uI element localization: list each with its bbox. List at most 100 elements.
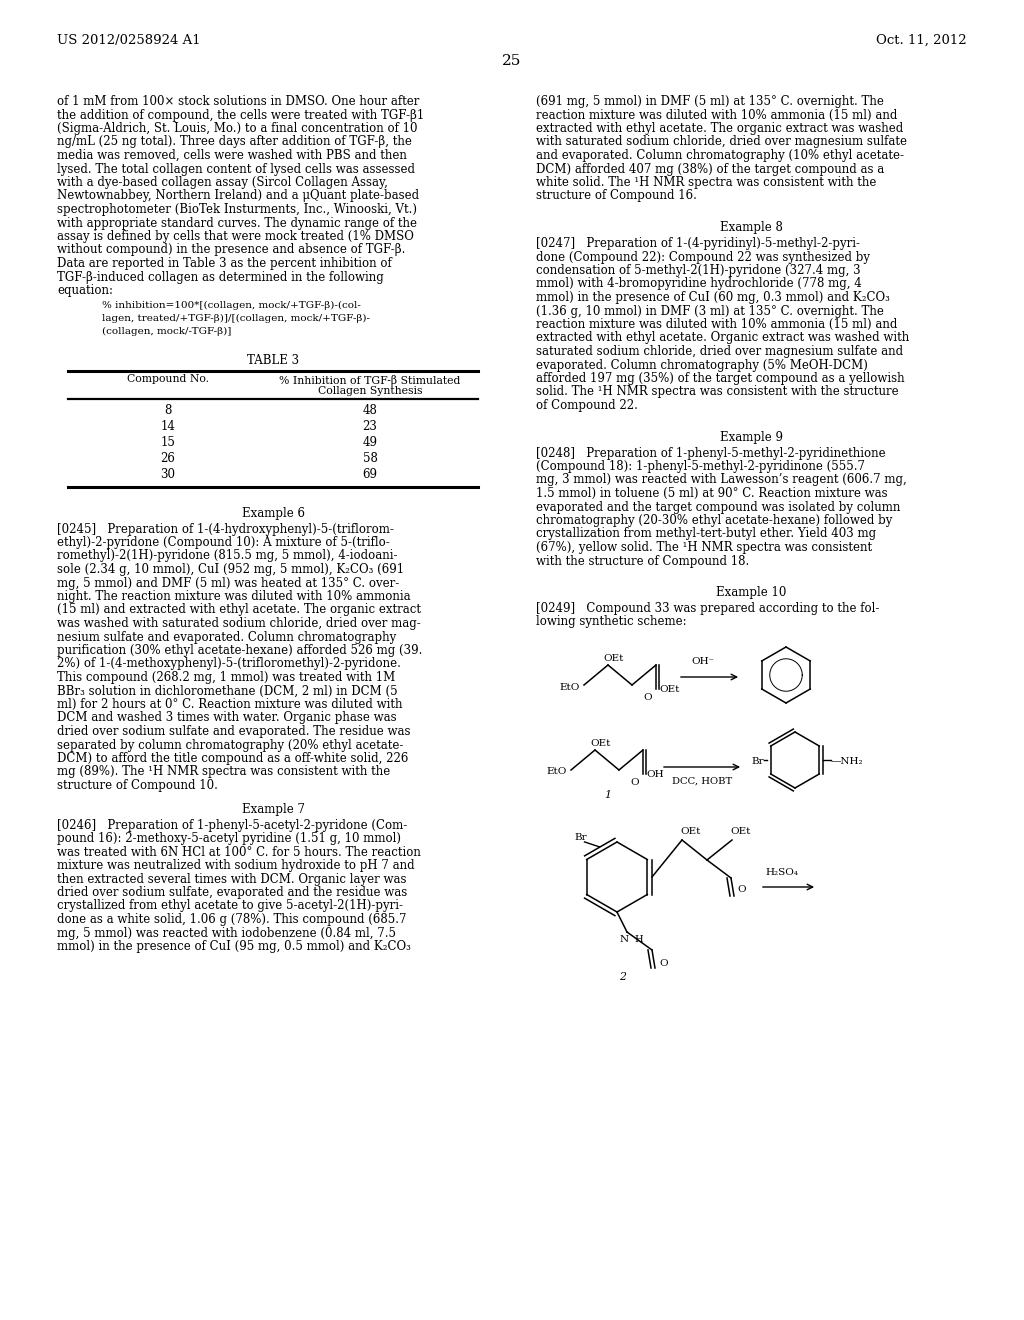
Text: H₂SO₄: H₂SO₄ [766,869,799,876]
Text: 30: 30 [161,467,175,480]
Text: Oct. 11, 2012: Oct. 11, 2012 [877,34,967,48]
Text: Example 10: Example 10 [717,586,786,599]
Text: (15 ml) and extracted with ethyl acetate. The organic extract: (15 ml) and extracted with ethyl acetate… [57,603,421,616]
Text: % Inhibition of TGF-β Stimulated: % Inhibition of TGF-β Stimulated [280,375,461,385]
Text: mg, 5 mmol) and DMF (5 ml) was heated at 135° C. over-: mg, 5 mmol) and DMF (5 ml) was heated at… [57,577,399,590]
Text: without compound) in the presence and absence of TGF-β.: without compound) in the presence and ab… [57,243,406,256]
Text: DCM) afforded 407 mg (38%) of the target compound as a: DCM) afforded 407 mg (38%) of the target… [536,162,885,176]
Text: done as a white solid, 1.06 g (78%). This compound (685.7: done as a white solid, 1.06 g (78%). Thi… [57,913,407,927]
Text: H: H [634,935,643,944]
Text: Example 6: Example 6 [242,507,304,520]
Text: 2%) of 1-(4-methoxyphenyl)-5-(trifloromethyl)-2-pyridone.: 2%) of 1-(4-methoxyphenyl)-5-(triflorome… [57,657,400,671]
Text: (691 mg, 5 mmol) in DMF (5 ml) at 135° C. overnight. The: (691 mg, 5 mmol) in DMF (5 ml) at 135° C… [536,95,884,108]
Text: EtO: EtO [547,767,567,776]
Text: 49: 49 [362,436,378,449]
Text: mmol) with 4-bromopyridine hydrochloride (778 mg, 4: mmol) with 4-bromopyridine hydrochloride… [536,277,862,290]
Text: structure of Compound 10.: structure of Compound 10. [57,779,218,792]
Text: with a dye-based collagen assay (Sircol Collagen Assay,: with a dye-based collagen assay (Sircol … [57,176,388,189]
Text: [0246]   Preparation of 1-phenyl-5-acetyl-2-pyridone (Com-: [0246] Preparation of 1-phenyl-5-acetyl-… [57,818,408,832]
Text: reaction mixture was diluted with 10% ammonia (15 ml) and: reaction mixture was diluted with 10% am… [536,108,897,121]
Text: ml) for 2 hours at 0° C. Reaction mixture was diluted with: ml) for 2 hours at 0° C. Reaction mixtur… [57,698,402,711]
Text: DCC, HOBT: DCC, HOBT [672,777,732,785]
Text: ethyl)-2-pyridone (Compound 10): A mixture of 5-(triflo-: ethyl)-2-pyridone (Compound 10): A mixtu… [57,536,390,549]
Text: Br: Br [752,758,764,767]
Text: nesium sulfate and evaporated. Column chromatography: nesium sulfate and evaporated. Column ch… [57,631,396,644]
Text: N: N [620,935,629,944]
Text: OH: OH [646,770,664,779]
Text: Br: Br [574,833,587,842]
Text: DCM and washed 3 times with water. Organic phase was: DCM and washed 3 times with water. Organ… [57,711,396,725]
Text: O: O [737,886,745,895]
Text: Example 9: Example 9 [720,430,783,444]
Text: mixture was neutralized with sodium hydroxide to pH 7 and: mixture was neutralized with sodium hydr… [57,859,415,873]
Text: then extracted several times with DCM. Organic layer was: then extracted several times with DCM. O… [57,873,407,886]
Text: sole (2.34 g, 10 mmol), CuI (952 mg, 5 mmol), K₂CO₃ (691: sole (2.34 g, 10 mmol), CuI (952 mg, 5 m… [57,564,404,576]
Text: 8: 8 [164,404,172,417]
Text: structure of Compound 16.: structure of Compound 16. [536,190,697,202]
Text: with the structure of Compound 18.: with the structure of Compound 18. [536,554,750,568]
Text: Example 7: Example 7 [242,803,304,816]
Text: with saturated sodium chloride, dried over magnesium sulfate: with saturated sodium chloride, dried ov… [536,136,907,149]
Text: OEt: OEt [659,685,679,694]
Text: TABLE 3: TABLE 3 [247,354,299,367]
Text: 15: 15 [161,436,175,449]
Text: night. The reaction mixture was diluted with 10% ammonia: night. The reaction mixture was diluted … [57,590,411,603]
Text: OH⁻: OH⁻ [691,656,714,665]
Text: OEt: OEt [603,653,624,663]
Text: purification (30% ethyl acetate-hexane) afforded 526 mg (39.: purification (30% ethyl acetate-hexane) … [57,644,422,657]
Text: lagen, treated/+TGF-β)]/[(collagen, mock/+TGF-β)-: lagen, treated/+TGF-β)]/[(collagen, mock… [102,314,370,322]
Text: romethyl)-2(1H)-pyridone (815.5 mg, 5 mmol), 4-iodoani-: romethyl)-2(1H)-pyridone (815.5 mg, 5 mm… [57,549,397,562]
Text: mg, 5 mmol) was reacted with iodobenzene (0.84 ml, 7.5: mg, 5 mmol) was reacted with iodobenzene… [57,927,396,940]
Text: extracted with ethyl acetate. The organic extract was washed: extracted with ethyl acetate. The organi… [536,121,903,135]
Text: [0245]   Preparation of 1-(4-hydroxyphenyl)-5-(triflorom-: [0245] Preparation of 1-(4-hydroxyphenyl… [57,523,394,536]
Text: lysed. The total collagen content of lysed cells was assessed: lysed. The total collagen content of lys… [57,162,415,176]
Text: and evaporated. Column chromatography (10% ethyl acetate-: and evaporated. Column chromatography (1… [536,149,904,162]
Text: O: O [659,958,668,968]
Text: 48: 48 [362,404,378,417]
Text: was treated with 6N HCl at 100° C. for 5 hours. The reaction: was treated with 6N HCl at 100° C. for 5… [57,846,421,858]
Text: mg, 3 mmol) was reacted with Lawesson’s reagent (606.7 mg,: mg, 3 mmol) was reacted with Lawesson’s … [536,474,906,487]
Text: ng/mL (25 ng total). Three days after addition of TGF-β, the: ng/mL (25 ng total). Three days after ad… [57,136,412,149]
Text: OEt: OEt [680,828,700,836]
Text: O: O [631,777,639,787]
Text: chromatography (20-30% ethyl acetate-hexane) followed by: chromatography (20-30% ethyl acetate-hex… [536,513,892,527]
Text: —NH₂: —NH₂ [831,758,863,767]
Text: equation:: equation: [57,284,113,297]
Text: Example 8: Example 8 [720,220,783,234]
Text: 23: 23 [362,420,378,433]
Text: mg (89%). The ¹H NMR spectra was consistent with the: mg (89%). The ¹H NMR spectra was consist… [57,766,390,779]
Text: (67%), yellow solid. The ¹H NMR spectra was consistent: (67%), yellow solid. The ¹H NMR spectra … [536,541,872,554]
Text: saturated sodium chloride, dried over magnesium sulfate and: saturated sodium chloride, dried over ma… [536,345,903,358]
Text: of Compound 22.: of Compound 22. [536,399,638,412]
Text: done (Compound 22): Compound 22 was synthesized by: done (Compound 22): Compound 22 was synt… [536,251,870,264]
Text: crystallization from methyl-tert-butyl ether. Yield 403 mg: crystallization from methyl-tert-butyl e… [536,528,877,540]
Text: condensation of 5-methyl-2(1H)-pyridone (327.4 mg, 3: condensation of 5-methyl-2(1H)-pyridone … [536,264,860,277]
Text: % inhibition=100*[(collagen, mock/+TGF-β)-(col-: % inhibition=100*[(collagen, mock/+TGF-β… [102,301,360,310]
Text: spectrophotometer (BioTek Insturments, Inc., Winooski, Vt.): spectrophotometer (BioTek Insturments, I… [57,203,417,216]
Text: (collagen, mock/-TGF-β)]: (collagen, mock/-TGF-β)] [102,326,231,335]
Text: mmol) in the presence of CuI (95 mg, 0.5 mmol) and K₂CO₃: mmol) in the presence of CuI (95 mg, 0.5… [57,940,411,953]
Text: Data are reported in Table 3 as the percent inhibition of: Data are reported in Table 3 as the perc… [57,257,392,271]
Text: dried over sodium sulfate, evaporated and the residue was: dried over sodium sulfate, evaporated an… [57,886,408,899]
Text: dried over sodium sulfate and evaporated. The residue was: dried over sodium sulfate and evaporated… [57,725,411,738]
Text: Newtownabbey, Northern Ireland) and a μQuant plate-based: Newtownabbey, Northern Ireland) and a μQ… [57,190,419,202]
Text: mmol) in the presence of CuI (60 mg, 0.3 mmol) and K₂CO₃: mmol) in the presence of CuI (60 mg, 0.3… [536,290,890,304]
Text: 25: 25 [503,54,521,69]
Text: of 1 mM from 100× stock solutions in DMSO. One hour after: of 1 mM from 100× stock solutions in DMS… [57,95,420,108]
Text: 14: 14 [161,420,175,433]
Text: BBr₃ solution in dichloromethane (DCM, 2 ml) in DCM (5: BBr₃ solution in dichloromethane (DCM, 2… [57,685,397,697]
Text: EtO: EtO [560,682,580,692]
Text: (Sigma-Aldrich, St. Louis, Mo.) to a final concentration of 10: (Sigma-Aldrich, St. Louis, Mo.) to a fin… [57,121,418,135]
Text: 26: 26 [161,451,175,465]
Text: afforded 197 mg (35%) of the target compound as a yellowish: afforded 197 mg (35%) of the target comp… [536,372,904,385]
Text: [0247]   Preparation of 1-(4-pyridinyl)-5-methyl-2-pyri-: [0247] Preparation of 1-(4-pyridinyl)-5-… [536,238,860,249]
Text: extracted with ethyl acetate. Organic extract was washed with: extracted with ethyl acetate. Organic ex… [536,331,909,345]
Text: O: O [643,693,652,702]
Text: Collagen Synthesis: Collagen Synthesis [317,387,422,396]
Text: solid. The ¹H NMR spectra was consistent with the structure: solid. The ¹H NMR spectra was consistent… [536,385,899,399]
Text: 1: 1 [604,789,611,800]
Text: crystallized from ethyl acetate to give 5-acetyl-2(1H)-pyri-: crystallized from ethyl acetate to give … [57,899,403,912]
Text: with appropriate standard curves. The dynamic range of the: with appropriate standard curves. The dy… [57,216,417,230]
Text: white solid. The ¹H NMR spectra was consistent with the: white solid. The ¹H NMR spectra was cons… [536,176,877,189]
Text: OEt: OEt [730,828,751,836]
